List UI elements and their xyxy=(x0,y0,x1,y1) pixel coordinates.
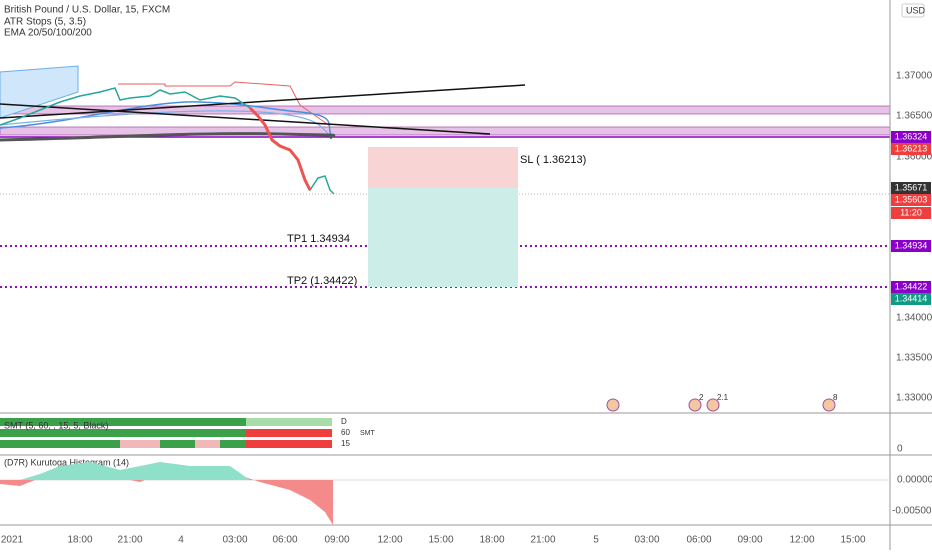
price-label: 1.36500 xyxy=(896,111,932,122)
axis-label: 0.00000 xyxy=(897,475,932,486)
time-label: 18:00 xyxy=(479,535,504,546)
axis-label: -0.00500 xyxy=(892,506,932,517)
price-label: 1.36000 xyxy=(896,152,932,163)
trend-line xyxy=(0,103,491,135)
smt-bar xyxy=(0,418,246,426)
price-badge-label: 1.35671 xyxy=(895,182,928,192)
smt-row: 60 xyxy=(341,428,350,437)
price-badge xyxy=(891,182,931,194)
tp2-label: TP2 (1.34422) xyxy=(287,275,357,287)
time-label: 4 xyxy=(178,535,184,546)
event-icon[interactable] xyxy=(706,398,720,412)
indicator: ATR Stops (5, 3.5) xyxy=(4,17,86,28)
time-label: 03:00 xyxy=(634,535,659,546)
price-badge xyxy=(891,281,931,293)
trend-line xyxy=(0,84,526,119)
ema xyxy=(0,110,333,139)
smt-bar xyxy=(220,440,246,448)
pane-title: SMT (5, 60, , 15, 5, Black) xyxy=(4,420,108,430)
event-icon[interactable] xyxy=(606,398,620,412)
currency-button[interactable] xyxy=(901,3,925,18)
time-label: 12:00 xyxy=(789,535,814,546)
smt-row: D xyxy=(341,417,347,426)
smt-tag: SMT xyxy=(360,430,376,437)
pane-title: (D7R) Kurutoga Histogram (14) xyxy=(4,457,129,467)
smt-bar xyxy=(0,429,246,437)
price-badge-label: 1.36213 xyxy=(895,143,928,153)
indicator: EMA 20/50/100/200 xyxy=(4,28,92,39)
time-label: 09:00 xyxy=(324,535,349,546)
price-badge xyxy=(891,240,931,252)
price-label: 1.33000 xyxy=(896,393,932,404)
histogram xyxy=(20,462,250,480)
smt-bar xyxy=(120,440,160,448)
price-badge-label: 1.34934 xyxy=(895,240,928,250)
ema xyxy=(0,132,336,142)
price-badge-label: 1.34422 xyxy=(895,281,928,291)
price-badge-label: 1.36324 xyxy=(895,131,928,141)
time-label: 09:00 xyxy=(737,535,762,546)
stop-zone xyxy=(368,147,518,188)
sl-label: SL ( 1.36213) xyxy=(520,154,586,166)
price-badge xyxy=(891,194,931,206)
price-badge xyxy=(891,293,931,305)
time-label: 21:00 xyxy=(117,535,142,546)
time-label: 18:00 xyxy=(67,535,92,546)
symbol: British Pound / U.S. Dollar, 15, FXCM xyxy=(4,5,170,16)
price-badge-label: 1.35603 xyxy=(895,194,928,204)
smt-bar xyxy=(246,440,332,448)
time-label: 15:00 xyxy=(840,535,865,546)
smt-bar xyxy=(0,440,120,448)
smt-bar xyxy=(246,429,332,437)
price-badge-label: 1.34414 xyxy=(895,293,928,303)
currency: USD xyxy=(906,5,926,15)
price-badge xyxy=(891,131,931,143)
price-badge xyxy=(891,207,931,219)
event-icon[interactable] xyxy=(822,398,836,412)
time-label: 06:00 xyxy=(686,535,711,546)
smt-row: 15 xyxy=(341,439,350,448)
tp1-label: TP1 1.34934 xyxy=(287,233,350,245)
price-label: 1.37000 xyxy=(896,71,932,82)
atr-stop xyxy=(118,81,331,127)
time-label: 06:00 xyxy=(272,535,297,546)
price-badge-label: 11:20 xyxy=(900,207,922,217)
price-label: 1.34000 xyxy=(896,313,932,324)
axis-label: 0 xyxy=(897,444,903,455)
event-count: 2 xyxy=(699,393,704,402)
price-badge xyxy=(891,143,931,155)
event-count: 2.1 xyxy=(717,393,729,402)
smt-bar xyxy=(246,418,332,426)
target-zone xyxy=(368,188,518,287)
event-count: 8 xyxy=(833,393,838,402)
price-label: 1.33500 xyxy=(896,353,932,364)
time-label: 15:00 xyxy=(428,535,453,546)
time-label: 21:00 xyxy=(530,535,555,546)
time-label: 12:00 xyxy=(377,535,402,546)
smt-bar xyxy=(195,440,220,448)
time-label: 5 xyxy=(593,535,599,546)
time-label: 03:00 xyxy=(222,535,247,546)
time-label: 2021 xyxy=(1,535,24,546)
event-icon[interactable] xyxy=(688,398,702,412)
smt-bar xyxy=(160,440,195,448)
price-drop xyxy=(248,106,312,191)
